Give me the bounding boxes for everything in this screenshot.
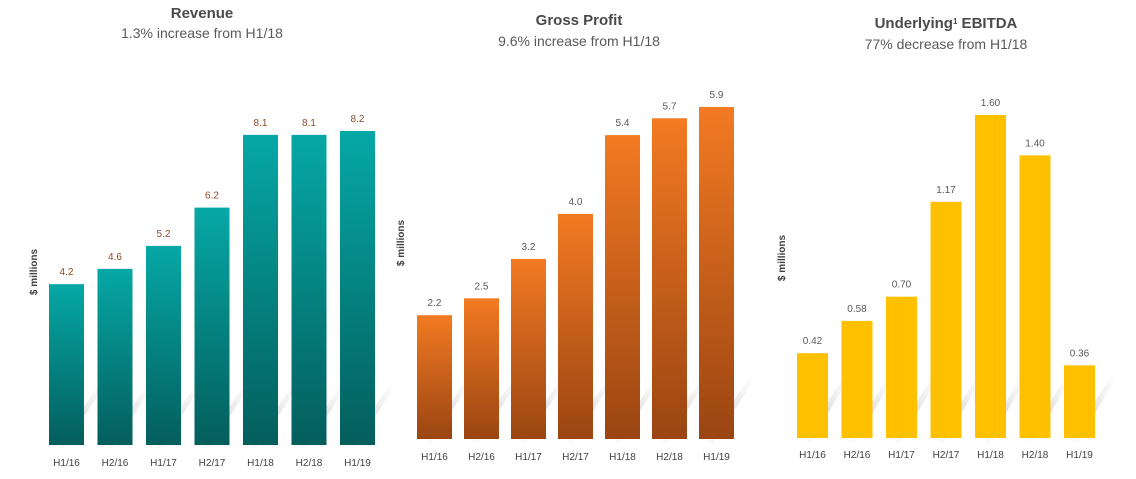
data-label: 0.36 — [1070, 348, 1090, 359]
bar — [1019, 155, 1051, 438]
data-label: 6.2 — [205, 191, 219, 202]
chart-subtitle: 9.6% increase from H1/18 — [498, 33, 660, 49]
y-axis-label: $ millions — [396, 220, 407, 267]
bar — [464, 298, 499, 439]
data-label: 4.6 — [108, 252, 122, 263]
data-label: 3.2 — [522, 242, 536, 253]
x-tick-label: H1/16 — [799, 450, 826, 461]
y-axis-label: $ millions — [29, 249, 40, 296]
bar — [699, 107, 734, 439]
bar — [291, 134, 327, 445]
data-label: 5.2 — [157, 229, 171, 240]
data-label: 0.58 — [847, 304, 867, 315]
chart-title: Revenue — [171, 5, 234, 22]
x-tick-label: H1/19 — [344, 458, 371, 469]
bar — [340, 131, 375, 445]
data-label: 5.9 — [710, 90, 724, 101]
bar — [194, 207, 230, 445]
x-tick-label: H1/17 — [150, 458, 177, 469]
data-label: 0.70 — [892, 280, 912, 291]
data-label: 1.60 — [981, 98, 1001, 109]
bar — [652, 118, 687, 439]
data-label: 1.17 — [936, 185, 956, 196]
data-label: 4.0 — [569, 197, 583, 208]
x-tick-label: H1/18 — [247, 458, 274, 469]
x-tick-label: H1/17 — [888, 450, 915, 461]
data-label: 5.4 — [616, 118, 630, 129]
x-tick-label: H1/16 — [53, 458, 80, 469]
bar — [417, 315, 452, 439]
bar — [886, 296, 917, 438]
x-tick-label: H1/18 — [977, 450, 1004, 461]
y-axis-label: $ millions — [777, 235, 788, 282]
x-tick-label: H1/16 — [421, 452, 448, 463]
chart-title: Underlying1 EBITDA — [875, 15, 1018, 32]
revenue-bars: 4.2 H1/16 4.6 H2/16 5.2 H1/17 6.2 H2/17 8.1 H1/18… — [49, 114, 397, 469]
x-tick-label: H2/16 — [844, 450, 871, 461]
revenue-chart: Revenue 1.3% increase from H1/18 $ milli… — [29, 5, 397, 469]
data-label: 8.2 — [351, 114, 365, 125]
bar — [1064, 365, 1095, 438]
x-tick-label: H1/17 — [515, 452, 542, 463]
data-label: 5.7 — [663, 101, 677, 112]
bar — [605, 135, 640, 439]
data-label: 8.1 — [254, 118, 268, 129]
gross-profit-chart: Gross Profit 9.6% increase from H1/18 $ … — [396, 12, 756, 463]
x-tick-label: H2/16 — [102, 458, 129, 469]
x-tick-label: H2/16 — [468, 452, 495, 463]
bar — [930, 201, 962, 438]
bar — [49, 284, 84, 445]
x-tick-label: H2/18 — [1022, 450, 1049, 461]
data-label: 2.5 — [475, 281, 489, 292]
x-tick-label: H1/18 — [609, 452, 636, 463]
chart-subtitle: 1.3% increase from H1/18 — [121, 25, 283, 41]
x-tick-label: H2/17 — [199, 458, 226, 469]
bar — [97, 268, 133, 445]
gross-profit-bars: 2.2 H1/16 2.5 H2/16 3.2 H1/17 4.0 H2/17 5.4 H1/18… — [417, 90, 756, 463]
bar — [797, 353, 828, 438]
bar — [511, 258, 546, 439]
bar — [243, 134, 278, 445]
x-tick-label: H2/17 — [562, 452, 589, 463]
bar — [975, 115, 1006, 438]
x-tick-label: H2/17 — [933, 450, 960, 461]
x-tick-label: H1/19 — [703, 452, 730, 463]
chart-title: Gross Profit — [536, 12, 623, 29]
ebitda-bars: 0.42 H1/16 0.58 H2/16 0.70 H1/17 1.17 H2/17 1.60… — [797, 98, 1117, 461]
bar — [841, 320, 873, 438]
x-tick-label: H2/18 — [296, 458, 323, 469]
ebitda-chart: Underlying1 EBITDA 77% decrease from H1/… — [777, 15, 1117, 461]
chart-subtitle: 77% decrease from H1/18 — [865, 36, 1028, 52]
x-tick-label: H2/18 — [656, 452, 683, 463]
data-label: 4.2 — [60, 267, 74, 278]
data-label: 2.2 — [428, 298, 442, 309]
data-label: 8.1 — [302, 118, 316, 129]
data-label: 0.42 — [803, 336, 823, 347]
bar — [558, 213, 593, 439]
data-label: 1.40 — [1025, 138, 1045, 149]
x-tick-label: H1/19 — [1066, 450, 1093, 461]
bar — [146, 245, 181, 445]
